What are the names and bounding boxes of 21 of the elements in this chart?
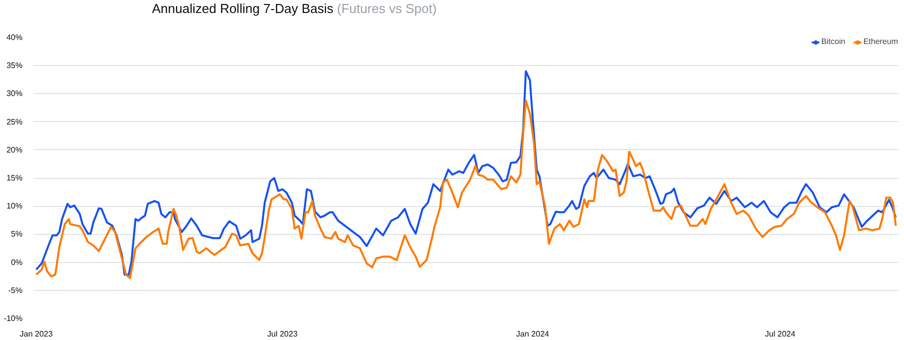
y-tick-label: 25% [6, 117, 23, 126]
legend-label: Bitcoin [821, 37, 846, 46]
y-tick-label: 0% [10, 258, 22, 267]
y-tick-label: 30% [6, 89, 23, 98]
x-tick-label: Jul 2024 [765, 330, 796, 338]
y-tick-label: 15% [6, 174, 23, 182]
x-tick-label: Jan 2023 [20, 330, 54, 338]
legend-label: Ethereum [863, 37, 898, 46]
y-tick-label: 5% [10, 230, 22, 239]
y-tick-label: 40% [6, 33, 23, 42]
y-tick-label: 20% [6, 145, 23, 154]
y-tick-label: 10% [6, 202, 23, 211]
y-tick-label: 35% [6, 61, 23, 70]
chart-subtitle: (Futures vs Spot) [337, 1, 437, 16]
chart-title: Annualized Rolling 7-Day Basis [152, 1, 334, 16]
x-tick-label: Jul 2023 [267, 330, 298, 338]
y-tick-label: -5% [8, 286, 23, 295]
y-tick-label: -10% [4, 314, 23, 323]
line-series [35, 99, 897, 280]
x-tick-label: Jan 2024 [516, 330, 550, 338]
line-series [35, 70, 897, 276]
